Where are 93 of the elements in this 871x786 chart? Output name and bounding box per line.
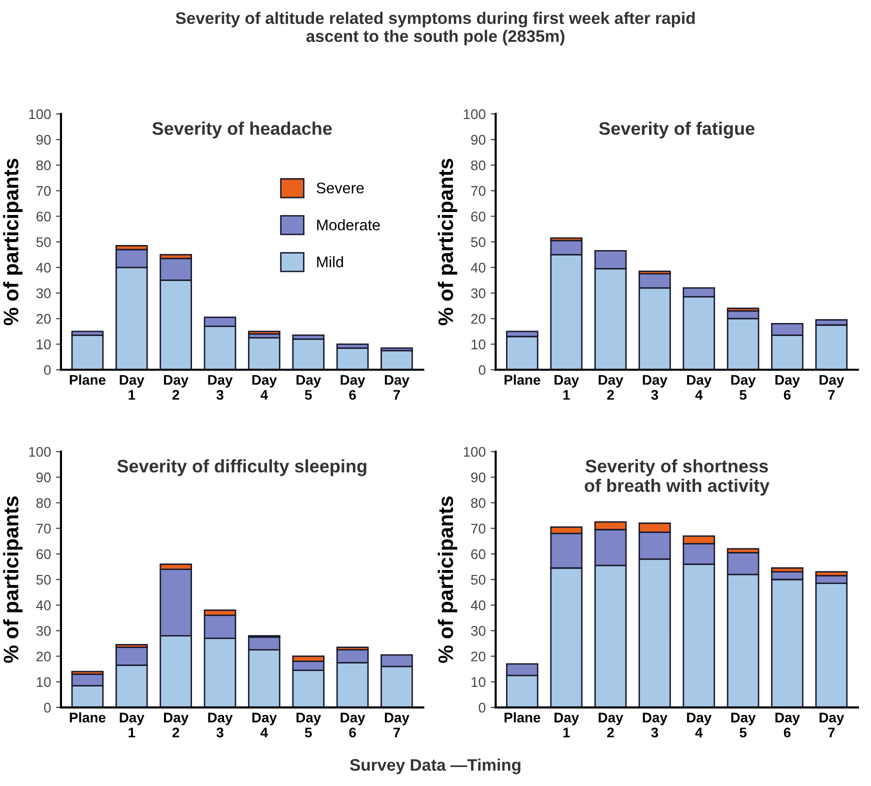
legend-label: Severe — [316, 182, 364, 194]
y-tick-label: 90 — [36, 472, 51, 482]
x-tick-label: Day 7 — [384, 375, 410, 400]
x-tick-label: Day 5 — [296, 712, 322, 738]
y-tick-label: 60 — [471, 549, 486, 560]
x-tick-label: Day 2 — [164, 375, 188, 400]
text: Severity of altitude related symptoms during first week after rapid ascent to the south pole (2835m) — [176, 12, 695, 46]
x-tick-label: Day 2 — [164, 712, 188, 738]
y-axis-title: % of participants — [438, 496, 458, 663]
x-tick-label: Day 6 — [340, 375, 366, 400]
y-tick-label: 100 — [29, 109, 51, 120]
y-axis-title: % of participants — [3, 496, 23, 663]
y-tick-label: 20 — [36, 652, 51, 662]
bar — [248, 337, 280, 370]
x-tick-label: Day 4 — [687, 375, 712, 400]
y-tick-label: 80 — [471, 498, 486, 508]
bar — [248, 330, 280, 335]
y-axis-title: % of participants — [3, 158, 23, 326]
x-tick-label: Day 4 — [252, 712, 277, 738]
text: Severity of shortness of breath with activity — [584, 459, 770, 496]
x-tick-label: Day 4 — [687, 712, 712, 738]
y-tick-label: 10 — [472, 677, 486, 687]
y-tick-label: 20 — [36, 314, 51, 324]
x-tick-label: Day 6 — [340, 712, 366, 738]
y-tick-label: 30 — [36, 288, 51, 298]
y-tick-label: 40 — [36, 600, 51, 610]
y-tick-label: 70 — [36, 186, 51, 196]
x-tick-label: Day 6 — [775, 375, 800, 400]
x-tick-label: Plane — [70, 712, 106, 722]
y-tick-label: 100 — [29, 446, 51, 457]
x-tick-label: Day 7 — [384, 712, 410, 738]
x-tick-label: Day 3 — [642, 375, 668, 400]
x-tick-label: Day 4 — [252, 375, 277, 400]
x-tick-label: Day 1 — [554, 375, 580, 400]
y-tick-label: 40 — [470, 600, 486, 610]
x-tick-label: Day 3 — [208, 375, 233, 400]
x-tick-label: Day 5 — [731, 712, 756, 738]
y-tick-label: 90 — [471, 472, 486, 482]
y-tick-label: 30 — [471, 626, 486, 636]
y-tick-label: 60 — [36, 212, 51, 222]
x-tick-label: Day 6 — [775, 712, 800, 738]
x-tick-label: Day 3 — [642, 712, 668, 738]
y-tick-label: 80 — [36, 160, 51, 170]
y-tick-label: 50 — [36, 237, 51, 248]
y-tick-label: 70 — [36, 524, 51, 534]
y-tick-label: 0 — [44, 702, 51, 713]
chart-title: Severity of headache — [152, 122, 332, 138]
x-tick-label: Day 2 — [598, 375, 624, 400]
x-tick-label: Day 1 — [554, 712, 580, 738]
y-axis-title: % of participants — [438, 158, 458, 326]
y-tick-label: 70 — [471, 186, 486, 196]
y-tick-label: 50 — [471, 237, 486, 248]
x-tick-label: Day 2 — [598, 712, 624, 738]
x-tick-label: Plane — [504, 374, 540, 385]
y-tick-label: 30 — [471, 288, 486, 298]
y-tick-label: 40 — [470, 262, 486, 273]
x-tick-label: Day 5 — [731, 375, 756, 400]
y-tick-label: 10 — [36, 340, 51, 350]
x-tick-label: Day 7 — [820, 375, 844, 400]
x-tick-label: Day 3 — [208, 712, 233, 738]
text: Survey Data —Timing — [350, 758, 520, 774]
x-tick-label: Plane — [70, 374, 106, 385]
y-tick-label: 0 — [478, 702, 486, 713]
y-tick-label: 20 — [471, 652, 486, 662]
y-tick-label: 10 — [472, 340, 486, 350]
x-tick-label: Day 5 — [296, 375, 322, 400]
y-tick-label: 0 — [478, 365, 486, 375]
y-tick-label: 60 — [471, 212, 486, 222]
y-tick-label: 90 — [471, 134, 486, 145]
y-tick-label: 70 — [471, 524, 486, 534]
bar — [292, 338, 325, 370]
legend-label: Mild — [317, 256, 343, 268]
y-tick-label: 90 — [36, 134, 51, 145]
bar — [71, 334, 104, 370]
y-tick-label: 20 — [471, 314, 486, 324]
y-tick-label: 50 — [36, 574, 51, 585]
y-tick-label: 80 — [471, 160, 486, 170]
y-tick-label: 100 — [464, 109, 486, 120]
x-tick-label: Day 1 — [120, 712, 144, 738]
chart-title: Severity of fatigue — [599, 122, 754, 139]
x-tick-label: Plane — [504, 712, 540, 722]
y-tick-label: 10 — [36, 677, 51, 687]
y-tick-label: 40 — [36, 262, 51, 273]
y-tick-label: 0 — [44, 365, 51, 375]
y-tick-label: 100 — [464, 446, 486, 457]
x-tick-label: Day 1 — [120, 375, 144, 400]
y-tick-label: 80 — [36, 498, 51, 508]
y-tick-label: 50 — [471, 574, 486, 585]
y-tick-label: 30 — [36, 626, 51, 636]
chart-title: Severity of difficulty sleeping — [117, 459, 366, 476]
legend-label: Moderate — [317, 219, 380, 230]
y-tick-label: 60 — [36, 549, 51, 560]
x-tick-label: Day 7 — [820, 712, 844, 738]
